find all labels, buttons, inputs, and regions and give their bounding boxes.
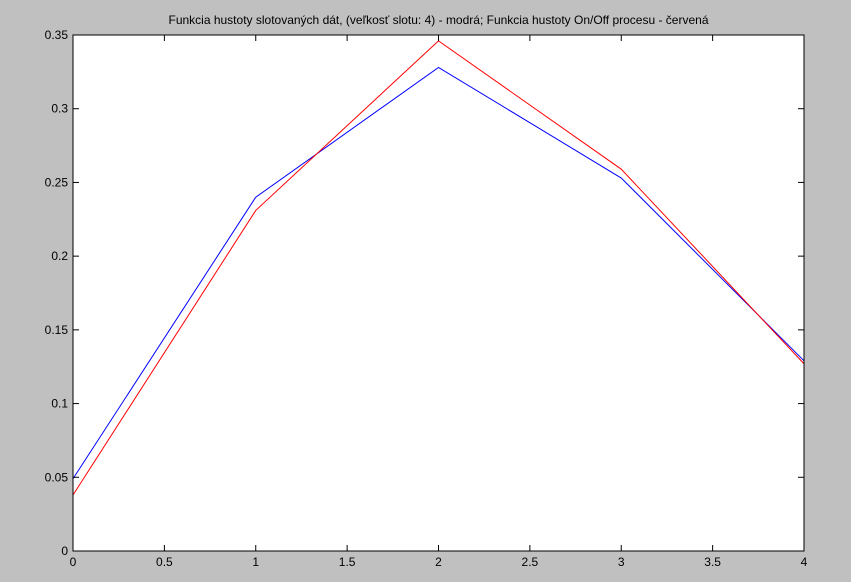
x-tick-label: 0	[70, 555, 77, 569]
x-tick-labels: 0 0.5 1 1.5 2 2.5 3 3.5 4	[70, 555, 808, 569]
chart-title: Funkcia hustoty slotovaných dát, (veľkos…	[168, 13, 708, 27]
y-tick-label: 0.2	[51, 249, 68, 263]
y-tick-label: 0.05	[45, 470, 69, 484]
x-tick-label: 3	[618, 555, 625, 569]
y-tick-label: 0.25	[45, 175, 69, 189]
y-tick-label: 0.15	[45, 323, 69, 337]
y-tick-label: 0.35	[45, 28, 69, 42]
x-tick-label: 1	[252, 555, 259, 569]
plot-area	[73, 35, 804, 551]
axes-box	[72, 34, 805, 552]
x-tick-label: 3.5	[704, 555, 721, 569]
y-tick-label: 0	[61, 544, 68, 558]
x-tick-label: 1.5	[339, 555, 356, 569]
y-tick-label: 0.1	[51, 397, 68, 411]
y-tick-labels: 0 0.05 0.1 0.15 0.2 0.25 0.3 0.35	[45, 28, 69, 558]
x-tick-label: 4	[801, 555, 808, 569]
x-tick-label: 2	[435, 555, 442, 569]
y-tick-label: 0.3	[51, 102, 68, 116]
ticks-layer	[72, 34, 805, 552]
x-tick-label: 2.5	[522, 555, 539, 569]
series-line-blue	[72, 66, 805, 480]
x-tick-label: 0.5	[156, 555, 173, 569]
